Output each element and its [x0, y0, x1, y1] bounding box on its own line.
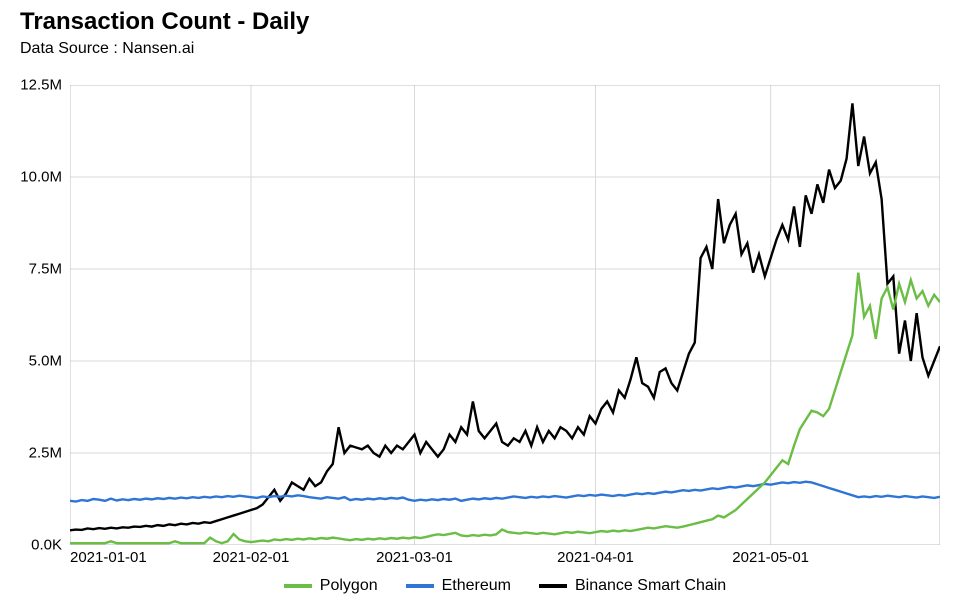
- x-tick-label: 2021-04-01: [557, 549, 634, 566]
- legend-swatch: [539, 584, 567, 588]
- plot-svg: [70, 85, 940, 545]
- legend-label: Polygon: [320, 577, 378, 595]
- legend-item: Polygon: [284, 577, 378, 595]
- x-axis-ticks: 2021-01-01 2021-02-01 2021-03-01 2021-04-01…: [70, 549, 940, 573]
- y-tick-label: 7.5M: [0, 261, 62, 278]
- x-tick-label: 2021-03-01: [376, 549, 453, 566]
- legend-item: Ethereum: [406, 577, 511, 595]
- series-line: [70, 482, 940, 502]
- legend-label: Binance Smart Chain: [575, 577, 726, 595]
- y-tick-label: 10.0M: [0, 169, 62, 186]
- legend: Polygon Ethereum Binance Smart Chain: [70, 577, 940, 595]
- y-tick-label: 5.0M: [0, 353, 62, 370]
- chart-subtitle: Data Source : Nansen.ai: [20, 40, 194, 58]
- y-tick-label: 2.5M: [0, 445, 62, 462]
- x-tick-label: 2021-02-01: [213, 549, 290, 566]
- legend-swatch: [406, 584, 434, 588]
- chart-container: Transaction Count - Daily Data Source : …: [0, 0, 960, 613]
- legend-label: Ethereum: [442, 577, 511, 595]
- x-tick-label: 2021-05-01: [732, 549, 809, 566]
- plot-area: [70, 85, 940, 545]
- y-tick-label: 12.5M: [0, 77, 62, 94]
- legend-swatch: [284, 584, 312, 588]
- x-tick-label: 2021-01-01: [70, 549, 147, 566]
- grid: [70, 85, 940, 545]
- series-line: [70, 273, 940, 543]
- y-tick-label: 0.0K: [0, 537, 62, 554]
- series-line: [70, 103, 940, 530]
- chart-title: Transaction Count - Daily: [20, 8, 309, 36]
- y-axis-ticks: 0.0K2.5M5.0M7.5M10.0M12.5M: [0, 85, 62, 545]
- legend-item: Binance Smart Chain: [539, 577, 726, 595]
